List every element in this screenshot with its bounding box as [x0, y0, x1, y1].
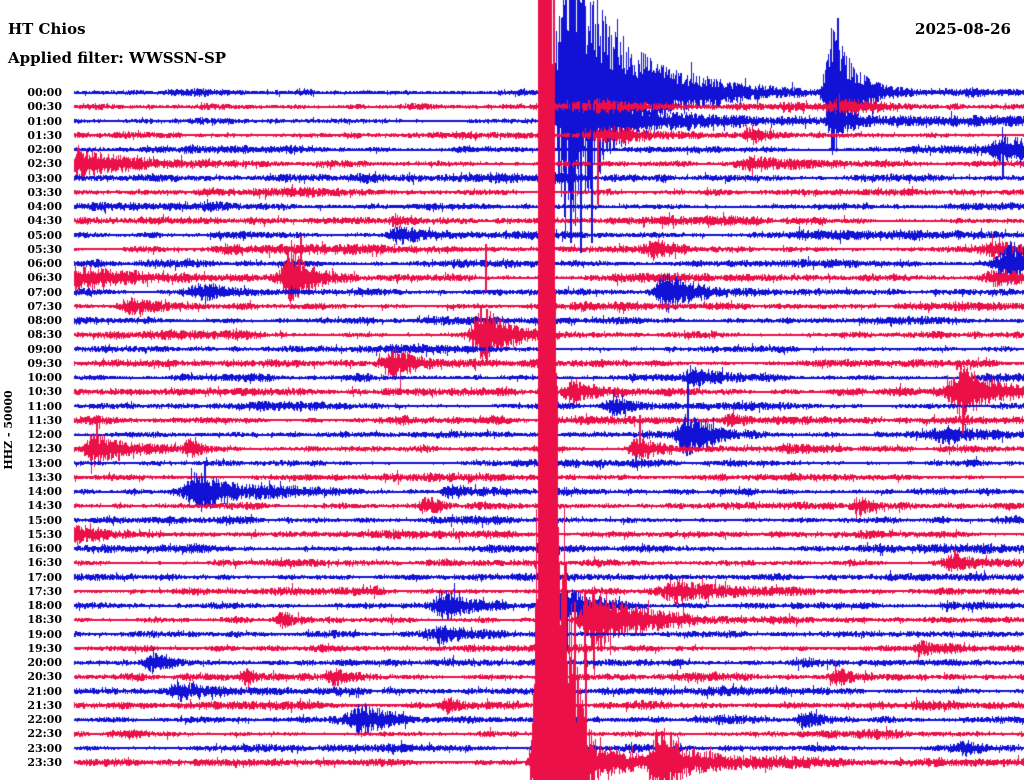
time-label: 21:30: [27, 698, 62, 712]
time-label: 00:00: [27, 86, 62, 99]
time-label: 03:30: [27, 185, 62, 199]
time-label: 13:00: [27, 456, 62, 470]
time-label: 01:30: [27, 128, 62, 142]
time-label: 04:00: [27, 200, 62, 214]
time-label: 17:00: [27, 570, 62, 584]
time-label: 17:30: [27, 584, 62, 598]
time-label: 06:30: [27, 271, 62, 285]
time-label: 13:30: [27, 470, 62, 484]
time-label: 06:00: [27, 257, 62, 271]
time-label: 00:30: [27, 100, 62, 114]
time-label: 08:00: [27, 314, 62, 328]
time-label: 09:00: [27, 342, 62, 356]
time-label: 18:00: [27, 599, 62, 613]
time-label: 07:30: [27, 299, 62, 313]
time-label: 01:00: [27, 114, 62, 128]
time-label: 05:00: [27, 228, 62, 242]
filter-label: Applied filter: WWSSN-SP: [8, 49, 227, 67]
time-label: 23:00: [27, 741, 62, 755]
time-label: 02:30: [27, 157, 62, 171]
station-title: HT Chios: [8, 20, 86, 38]
time-label: 12:00: [27, 428, 62, 442]
time-label: 19:00: [27, 627, 62, 641]
time-label: 22:00: [27, 713, 62, 727]
time-label: 02:00: [27, 143, 62, 157]
time-label: 14:00: [27, 485, 62, 499]
time-label: 20:30: [27, 670, 62, 684]
time-label: 09:30: [27, 356, 62, 370]
time-label: 10:00: [27, 371, 62, 385]
time-label: 10:30: [27, 385, 62, 399]
date-label: 2025-08-26: [915, 20, 1011, 38]
time-label: 16:30: [27, 556, 62, 570]
time-label: 11:00: [27, 399, 62, 413]
time-label: 05:30: [27, 242, 62, 256]
time-label: 07:00: [27, 285, 62, 299]
time-label: 18:30: [27, 613, 62, 627]
time-label: 15:00: [27, 513, 62, 527]
time-label: 08:30: [27, 328, 62, 342]
time-label: 22:30: [27, 727, 62, 741]
time-label: 21:00: [27, 684, 62, 698]
time-label: 12:30: [27, 442, 62, 456]
time-label: 23:30: [27, 755, 62, 769]
time-label: 03:00: [27, 171, 62, 185]
time-label: 15:30: [27, 527, 62, 541]
time-label: 04:30: [27, 214, 62, 228]
time-label: 14:30: [27, 499, 62, 513]
time-label: 16:00: [27, 542, 62, 556]
time-label: 20:00: [27, 656, 62, 670]
time-label: 11:30: [27, 413, 62, 427]
time-label: 19:30: [27, 641, 62, 655]
